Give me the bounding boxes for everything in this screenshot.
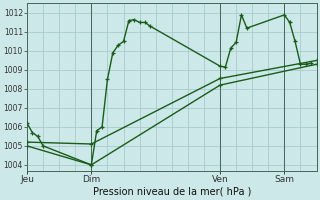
X-axis label: Pression niveau de la mer( hPa ): Pression niveau de la mer( hPa ) [92, 187, 251, 197]
